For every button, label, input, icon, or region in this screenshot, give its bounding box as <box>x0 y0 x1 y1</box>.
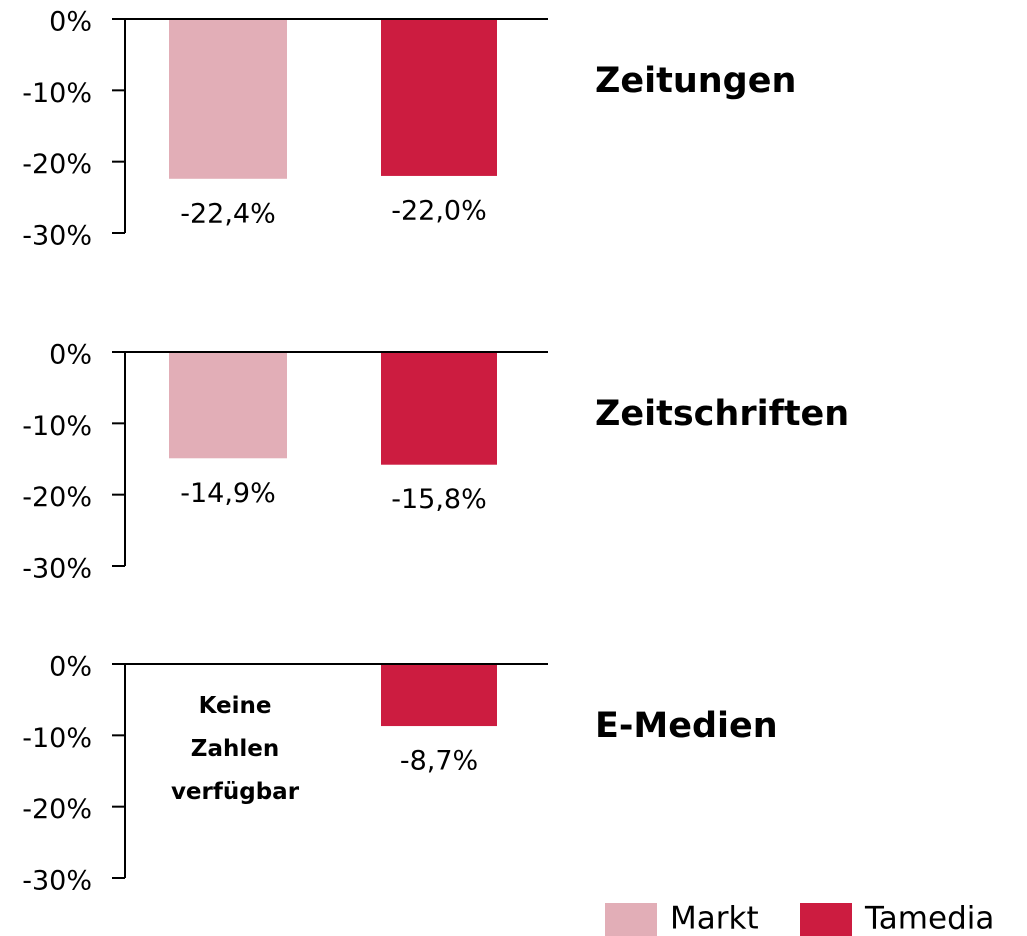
legend-swatch <box>605 903 657 936</box>
chart-title: Zeitschriften <box>595 394 849 434</box>
value-label: -8,7% <box>400 746 478 777</box>
y-tick-label: -10% <box>22 723 92 754</box>
value-label: -15,8% <box>391 484 487 515</box>
annotation-line: verfügbar <box>171 779 300 805</box>
legend-swatch <box>800 903 852 936</box>
y-tick-label: -30% <box>22 554 92 585</box>
annotation: Keine Zahlen verfügbar <box>171 693 300 805</box>
chart-title: Zeitungen <box>595 61 796 101</box>
chart-title: E-Medien <box>595 706 778 746</box>
legend-label: Markt <box>670 901 759 936</box>
y-tick-label: -20% <box>22 482 92 513</box>
y-tick-label: 0% <box>49 7 92 38</box>
value-label: -22,0% <box>391 195 487 226</box>
y-tick-label: -10% <box>22 78 92 109</box>
y-tick-label: -10% <box>22 411 92 442</box>
y-tick-label: 0% <box>49 340 92 371</box>
legend-label: Tamedia <box>864 901 994 936</box>
y-tick-label: -20% <box>22 794 92 825</box>
bar <box>381 664 497 727</box>
y-tick-label: 0% <box>49 652 92 683</box>
annotation-line: Keine <box>199 693 272 719</box>
y-tick-label: -20% <box>22 149 92 180</box>
value-label: -14,9% <box>180 478 276 509</box>
bar <box>381 19 497 176</box>
y-tick-label: -30% <box>22 866 92 897</box>
y-tick-label: -30% <box>22 221 92 252</box>
bar <box>169 352 287 459</box>
value-label: -22,4% <box>180 198 276 229</box>
annotation-line: Zahlen <box>191 736 279 762</box>
bar <box>169 19 287 179</box>
bar <box>381 352 497 465</box>
